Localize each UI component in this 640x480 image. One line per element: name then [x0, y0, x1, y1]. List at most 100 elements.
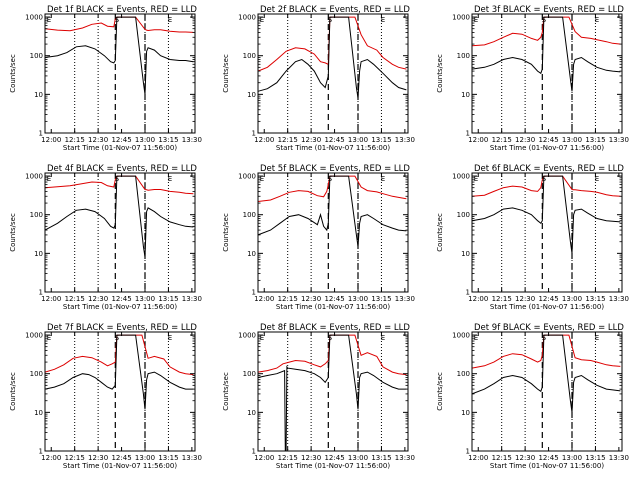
end-marker: E: [381, 334, 385, 342]
x-axis-label: Start Time (01-Nov-07 11:56:00): [63, 462, 177, 470]
events-series-line: [257, 16, 407, 99]
y-tick-label: 1: [39, 448, 43, 456]
y-tick-label: 10: [34, 91, 43, 99]
x-tick-label: 13:00: [135, 136, 155, 144]
panel-title: Det 6f BLACK = Events, RED = LLD: [474, 164, 624, 174]
y-tick-label: 100: [30, 52, 43, 60]
x-tick-label: 12:00: [41, 136, 61, 144]
detector-panel-7: Det 7f BLACK = Events, RED = LLD 12:00 12:…: [9, 323, 202, 470]
x-tick-label: 12:15: [278, 454, 298, 462]
x-tick-label: 13:15: [585, 454, 605, 462]
x-tick-label: 13:15: [371, 136, 391, 144]
panel-title: Det 5f BLACK = Events, RED = LLD: [260, 164, 410, 174]
end-marker-left: E: [47, 175, 51, 183]
x-tick-label: 12:15: [492, 454, 512, 462]
x-tick-label: 12:45: [538, 136, 558, 144]
x-tick-label: 13:15: [158, 136, 178, 144]
x-tick-label: 12:00: [468, 136, 488, 144]
x-tick-label: 13:30: [182, 454, 202, 462]
end-marker: E: [595, 334, 599, 342]
events-series-line: [44, 334, 194, 410]
x-tick-label: 12:15: [65, 454, 85, 462]
x-tick-label: 12:45: [111, 295, 131, 303]
y-tick-label: 100: [243, 370, 256, 378]
x-tick-label: 12:00: [41, 454, 61, 462]
x-tick-label: 12:30: [88, 295, 108, 303]
y-tick-label: 1: [466, 130, 470, 138]
x-axis-label: Start Time (01-Nov-07 11:56:00): [63, 144, 177, 152]
plot-frame: [471, 331, 623, 452]
events-series-line: [257, 175, 407, 247]
start-marker: S: [115, 175, 120, 183]
x-tick-label: 12:00: [468, 295, 488, 303]
detector-panel-4: Det 4f BLACK = Events, RED = LLD 12:00 12:…: [9, 164, 202, 311]
panel-title: Det 7f BLACK = Events, RED = LLD: [47, 323, 197, 333]
x-tick-label: 13:00: [135, 295, 155, 303]
y-tick-label: 100: [243, 211, 256, 219]
end-marker: E: [381, 16, 385, 24]
panel-title: Det 9f BLACK = Events, RED = LLD: [474, 323, 624, 333]
detector-panel-8: Det 8f BLACK = Events, RED = LLD 12:00 12:…: [222, 323, 415, 470]
panel-title: Det 3f BLACK = Events, RED = LLD: [474, 5, 624, 15]
y-tick-label: 1: [39, 289, 43, 297]
panel-title: Det 2f BLACK = Events, RED = LLD: [260, 5, 410, 15]
x-tick-label: 13:15: [585, 136, 605, 144]
start-marker: S: [328, 175, 333, 183]
x-axis-label: Start Time (01-Nov-07 11:56:00): [276, 303, 390, 311]
panel-title: Det 8f BLACK = Events, RED = LLD: [260, 323, 410, 333]
end-marker: E: [168, 175, 172, 183]
x-tick-label: 13:30: [609, 295, 629, 303]
x-tick-label: 12:30: [301, 136, 321, 144]
y-tick-label: 1: [252, 130, 256, 138]
x-tick-label: 13:15: [158, 454, 178, 462]
y-tick-label: 10: [34, 409, 43, 417]
events-series-line: [471, 16, 621, 92]
y-tick-label: 1000: [238, 332, 256, 340]
start-marker: S: [115, 334, 120, 342]
y-axis-label: Counts/sec: [9, 372, 17, 411]
start-marker: S: [115, 16, 120, 24]
plot-frame: [257, 331, 409, 452]
x-tick-label: 12:45: [324, 454, 344, 462]
x-tick-label: 13:00: [348, 295, 368, 303]
y-tick-label: 100: [243, 52, 256, 60]
x-tick-label: 12:30: [515, 136, 535, 144]
events-series-line: [471, 334, 621, 413]
y-tick-label: 100: [457, 211, 470, 219]
y-tick-label: 1000: [25, 14, 43, 22]
x-tick-label: 13:00: [348, 454, 368, 462]
end-marker: E: [381, 175, 385, 183]
y-tick-label: 10: [247, 91, 256, 99]
events-series-line: [44, 16, 194, 95]
start-marker: S: [542, 16, 547, 24]
y-tick-label: 10: [247, 250, 256, 258]
x-tick-label: 12:30: [88, 454, 108, 462]
y-axis-label: Counts/sec: [436, 372, 444, 411]
y-tick-label: 1: [466, 289, 470, 297]
y-tick-label: 1000: [238, 14, 256, 22]
end-marker-left: E: [474, 175, 478, 183]
detector-panel-3: Det 3f BLACK = Events, RED = LLD 12:00 12:…: [436, 5, 629, 152]
detector-panel-9: Det 9f BLACK = Events, RED = LLD 12:00 12:…: [436, 323, 629, 470]
x-tick-label: 12:00: [254, 136, 274, 144]
events-series-line: [44, 175, 194, 258]
x-tick-label: 12:30: [301, 454, 321, 462]
y-tick-label: 100: [30, 370, 43, 378]
detector-panel-1: Det 1f BLACK = Events, RED = LLD 12:00 12:…: [9, 5, 202, 152]
y-tick-label: 1000: [452, 173, 470, 181]
x-tick-label: 12:45: [324, 136, 344, 144]
y-axis-label: Counts/sec: [9, 54, 17, 93]
plot-frame: [471, 172, 623, 293]
x-tick-label: 12:45: [538, 454, 558, 462]
y-tick-label: 10: [34, 250, 43, 258]
x-tick-label: 12:15: [492, 136, 512, 144]
x-tick-label: 13:15: [371, 454, 391, 462]
end-marker: E: [595, 16, 599, 24]
x-tick-label: 13:30: [182, 136, 202, 144]
start-marker: S: [542, 175, 547, 183]
x-tick-label: 12:15: [492, 295, 512, 303]
x-tick-label: 13:00: [348, 136, 368, 144]
y-tick-label: 10: [461, 250, 470, 258]
plot-frame: [257, 13, 409, 134]
